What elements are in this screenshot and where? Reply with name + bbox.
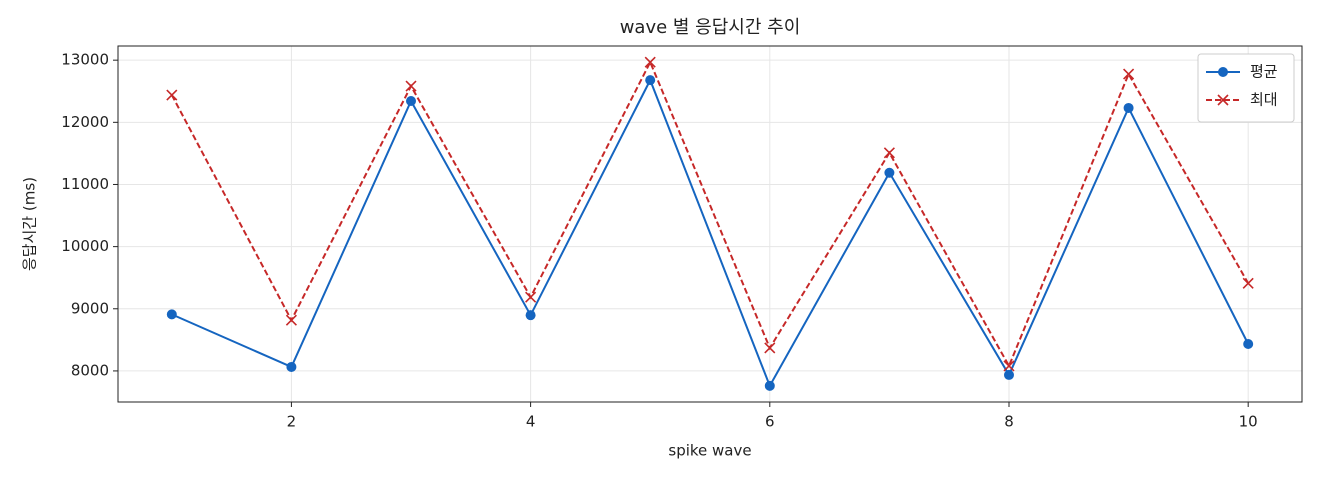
marker bbox=[166, 309, 177, 320]
marker bbox=[764, 380, 775, 391]
marker bbox=[406, 96, 417, 107]
marker bbox=[405, 80, 417, 92]
x-tick-label: 8 bbox=[1004, 413, 1014, 431]
x-tick-label: 10 bbox=[1239, 413, 1258, 431]
series-line bbox=[171, 77, 1250, 389]
x-tick-label: 4 bbox=[526, 413, 536, 431]
x-tick-label: 6 bbox=[765, 413, 775, 431]
x-tick-label: 2 bbox=[287, 413, 297, 431]
y-tick-label: 10000 bbox=[61, 237, 109, 255]
marker bbox=[1243, 339, 1254, 350]
y-tick-label: 9000 bbox=[71, 299, 109, 317]
y-tick-label: 12000 bbox=[61, 113, 109, 131]
x-axis-label: spike wave bbox=[668, 442, 751, 460]
marker bbox=[286, 361, 297, 372]
marker bbox=[525, 310, 536, 321]
marker bbox=[285, 314, 297, 326]
marker bbox=[1123, 68, 1135, 80]
y-axis-label: 응답시간 (ms) bbox=[21, 177, 39, 271]
marker bbox=[525, 291, 537, 303]
y-tick-label: 8000 bbox=[71, 361, 109, 379]
marker bbox=[1003, 360, 1015, 372]
legend-label: 최대 bbox=[1250, 91, 1278, 109]
y-tick-label: 13000 bbox=[61, 51, 109, 69]
chart-title: wave 별 응답시간 추이 bbox=[620, 17, 801, 38]
marker bbox=[166, 89, 178, 101]
marker bbox=[1003, 369, 1014, 380]
plot-frame bbox=[117, 45, 1303, 403]
legend-box bbox=[1197, 53, 1295, 123]
marker bbox=[645, 75, 656, 86]
y-tick-label: 11000 bbox=[61, 175, 109, 193]
marker bbox=[644, 56, 656, 68]
series-line bbox=[170, 59, 1250, 369]
marker bbox=[883, 147, 895, 159]
marker bbox=[1123, 102, 1134, 113]
marker bbox=[764, 342, 776, 354]
marker bbox=[1218, 67, 1228, 77]
marker bbox=[1217, 94, 1229, 106]
marker bbox=[884, 167, 895, 178]
legend-label: 평균 bbox=[1250, 63, 1278, 81]
marker bbox=[1242, 277, 1254, 289]
